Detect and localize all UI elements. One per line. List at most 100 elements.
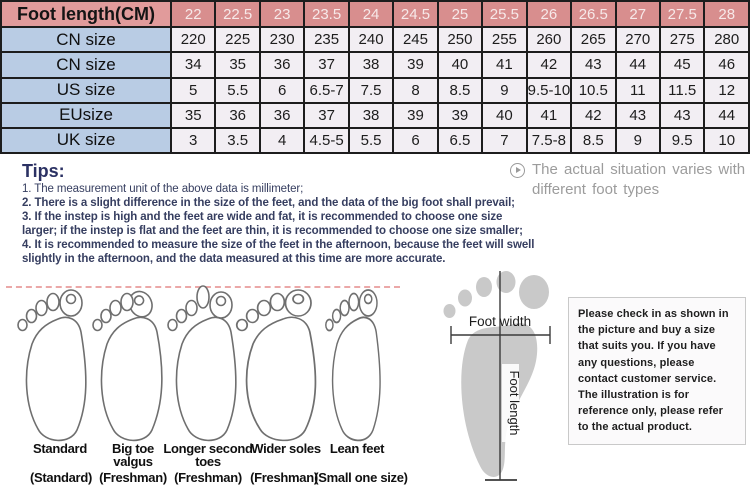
size-cell: 230 [258,26,306,54]
size-cell: 245 [392,26,439,54]
size-cell: 3 [169,126,217,155]
size-table-header-row: Foot length(CM) 22 22.5 23 23.5 24 24.5 25 25.5 2… [0,0,750,29]
side-note: The actual situation varies with differe… [510,160,748,200]
size-cell: 6.5-7 [303,76,350,104]
size-cell: 45 [658,51,706,79]
size-cell: 10.5 [570,76,617,104]
foot-type-name: Standard [33,441,87,456]
size-cell: 39 [436,101,484,129]
size-cell: 36 [258,101,306,129]
size-cell: 36 [214,101,261,129]
size-cell: 24 [347,0,395,29]
size-cell: 4.5-5 [303,126,350,155]
size-cell: 9 [614,126,661,155]
size-cell: 7 [481,126,528,155]
size-table-row: UK size 3 3.5 4 4.5-5 5.5 6 6.5 7 7.5-8 8.5 9 9.5 10 [0,126,750,155]
size-cell: 39 [392,51,439,79]
footprint-measurement-diagram: Foot width Foot length [443,271,551,481]
footprint-silhouette [443,271,549,477]
size-cell: 27.5 [658,0,706,29]
size-cell: 42 [570,101,617,129]
foot-type-name: Lean feet [329,441,385,456]
size-cell: 250 [436,26,484,54]
foot-illustration-standard [17,289,87,442]
size-table-row: EUsize 35 36 36 37 38 39 39 40 41 42 43 43 44 [0,101,750,129]
size-cell: 26 [525,0,573,29]
size-cell: 9.5 [658,126,706,155]
foot-length-label: Foot length [507,370,522,435]
size-cell: 3.5 [214,126,261,155]
size-cell: 4 [258,126,306,155]
size-cell: 43 [570,51,617,79]
size-cell: 22.5 [214,0,261,29]
size-cell: 7.5-8 [525,126,573,155]
size-cell: 8.5 [436,76,484,104]
size-table-row: US size 5 5.5 6 6.5-7 7.5 8 8.5 9 9.5-10 10.5 11 11.… [0,76,750,104]
size-cell: 46 [703,51,750,79]
size-row-label: CN size [0,51,172,79]
foot-illustration-big-toe-valgus [92,290,163,442]
notice-text: Please check in as shown in the picture … [578,308,729,434]
size-cell: 41 [481,51,528,79]
foot-illustration-longer-second-toes [167,285,237,442]
size-cell: 25 [436,0,484,29]
size-row-label: CN size [0,26,172,54]
foot-type-sub: (Freshman) [99,470,167,485]
size-cell: 11.5 [658,76,706,104]
size-row-label: US size [0,76,172,104]
size-cell: 37 [303,101,350,129]
size-cell: 5.5 [347,126,395,155]
size-cell: 26.5 [570,0,617,29]
size-cell: 44 [703,101,750,129]
size-cell: 25.5 [481,0,528,29]
foot-type-sub: (Small one size) [314,470,408,485]
size-cell: 9.5-10 [525,76,573,104]
size-cell: 23.5 [303,0,350,29]
size-cell: 6 [392,126,439,155]
size-cell: 23 [258,0,306,29]
foot-type-name: Big toe valgus [112,441,154,469]
size-cell: 43 [658,101,706,129]
size-cell: 39 [392,101,439,129]
size-cell: 270 [614,26,661,54]
foot-type-name: Longer second toes [163,441,253,469]
size-row-label: EUsize [0,101,172,129]
size-cell: 8 [392,76,439,104]
side-note-text: The actual situation varies with differe… [532,161,746,198]
size-cell: 8.5 [570,126,617,155]
size-cell: 5.5 [214,76,261,104]
size-cell: 10 [703,126,750,155]
foot-illustration-lean-feet [325,289,381,442]
tip-item: 4. It is recommended to measure the size… [22,239,535,265]
size-cell: 44 [614,51,661,79]
size-cell: 38 [347,101,395,129]
size-cell: 5 [169,76,217,104]
tip-item: 1. The measurement unit of the above dat… [22,183,304,195]
size-cell: 22 [169,0,217,29]
size-cell: 34 [169,51,217,79]
size-cell: 28 [703,0,750,29]
size-cell: 280 [703,26,750,54]
size-cell: 235 [303,26,350,54]
size-cell: 36 [258,51,306,79]
tip-item: 2. There is a slight difference in the s… [22,197,515,209]
tips-section: Tips: 1. The measurement unit of the abo… [22,160,537,266]
play-circle-icon [510,163,525,178]
foot-type-sub: (Standard) [29,470,92,485]
size-cell: 37 [303,51,350,79]
size-cell: 9 [481,76,528,104]
size-cell: 220 [169,26,217,54]
size-row-label: UK size [0,126,172,155]
foot-width-label: Foot width [469,314,531,329]
foot-type-sub: (Freshman) [174,470,242,485]
foot-illustration-wider-soles [235,289,317,442]
size-cell: 6.5 [436,126,484,155]
size-cell: 35 [214,51,261,79]
foot-type-name: Wider soles [251,441,321,456]
size-cell: 6 [258,76,306,104]
size-cell: 24.5 [392,0,439,29]
size-cell: 265 [570,26,617,54]
size-table-row: CN size 34 35 36 37 38 39 40 41 42 43 44 45 46 [0,51,750,79]
measurement-lines [450,271,551,481]
